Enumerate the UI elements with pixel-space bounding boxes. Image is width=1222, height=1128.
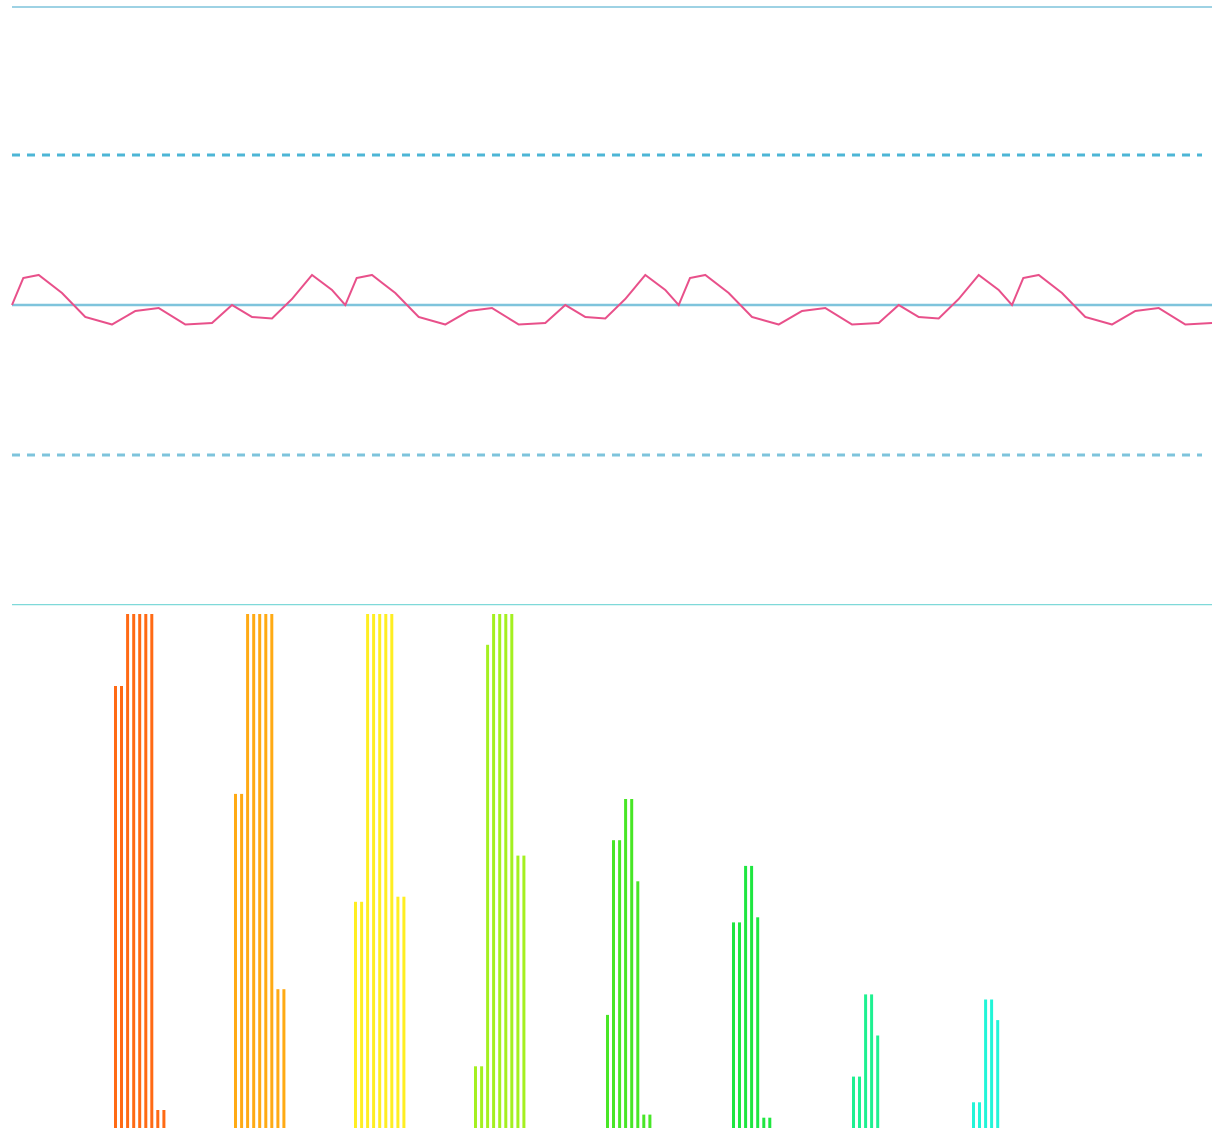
spectrum-bar: [354, 901, 357, 1128]
spectrum-bar: [162, 1110, 166, 1128]
spectrum-bar: [762, 1117, 766, 1128]
spectrum-bar: [648, 1114, 652, 1128]
spectrum-bar: [240, 793, 244, 1128]
spectrum-bar: [738, 922, 741, 1128]
spectrum-bar: [498, 614, 502, 1128]
spectrum-bar: [972, 1102, 975, 1128]
waveform-reference-lines: [12, 153, 1212, 457]
spectrum-bar: [366, 614, 370, 1128]
spectrum-bar: [360, 901, 364, 1128]
spectrum-bar: [984, 999, 988, 1128]
waveform-series-line: [11, 273, 1213, 326]
spectrum-bar: [624, 799, 628, 1128]
spectrum-bar: [150, 614, 154, 1128]
spectrum-bar: [378, 614, 382, 1128]
spectrum-bar: [390, 614, 394, 1128]
spectrum-bar: [756, 917, 760, 1128]
spectrum-bar: [522, 855, 526, 1128]
spectrum-bar: [258, 614, 262, 1128]
spectrum-bars: [114, 614, 1000, 1128]
spectrum-panel: [12, 604, 1212, 1128]
spectrum-bar: [492, 614, 496, 1128]
spectrum-bar: [978, 1102, 981, 1128]
spectrum-bar: [516, 855, 520, 1128]
spectrum-bar: [510, 614, 514, 1128]
spectrum-bar: [246, 614, 250, 1128]
spectrum-bar: [384, 614, 388, 1128]
spectrum-bar: [252, 614, 256, 1128]
spectrum-bar: [630, 799, 634, 1128]
spectrum-bar: [636, 881, 640, 1128]
spectrum-bar: [852, 1076, 855, 1128]
spectrum-bar: [612, 840, 615, 1128]
spectrum-bar: [282, 989, 286, 1128]
spectrum-bar: [750, 865, 754, 1128]
spectrum-bar: [264, 614, 268, 1128]
spectrum-bar: [474, 1066, 477, 1128]
waveform-panel: [11, 6, 1213, 457]
spectrum-bar: [870, 994, 874, 1128]
spectrum-bar: [120, 686, 123, 1128]
spectrum-bar: [402, 896, 406, 1128]
spectrum-bar: [876, 1035, 880, 1128]
spectrum-bar: [138, 614, 142, 1128]
spectrum-bar: [744, 865, 748, 1128]
spectrum-bar: [864, 994, 868, 1128]
spectrum-bar: [990, 999, 994, 1128]
spectrum-bar: [642, 1114, 646, 1128]
spectrum-bar: [732, 922, 735, 1128]
spectrum-bar: [996, 1020, 1000, 1128]
spectrum-bar: [234, 793, 237, 1128]
spectrum-bar: [126, 614, 130, 1128]
spectrum-bar: [396, 896, 400, 1128]
spectrum-bar: [276, 989, 280, 1128]
spectrum-bar: [480, 1066, 484, 1128]
spectrum-bar: [114, 686, 117, 1128]
spectrum-bar: [768, 1117, 772, 1128]
spectrum-bar: [144, 614, 148, 1128]
spectrum-bar: [132, 614, 136, 1128]
spectrum-bar: [270, 614, 274, 1128]
spectrum-bar: [372, 614, 376, 1128]
spectrum-bar: [156, 1110, 160, 1128]
spectrum-bar: [858, 1076, 861, 1128]
spectrum-bar: [504, 614, 508, 1128]
spectrum-bar: [618, 840, 622, 1128]
spectrum-bar: [486, 644, 490, 1128]
spectrum-bar: [606, 1014, 609, 1128]
